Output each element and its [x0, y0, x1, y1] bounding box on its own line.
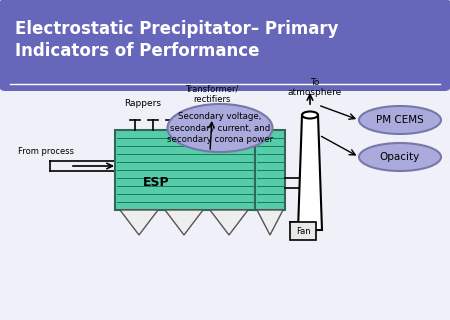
Bar [290, 222, 316, 240]
Bar [255, 130, 285, 210]
Text: Transformer/
rectifiers: Transformer/ rectifiers [185, 84, 238, 104]
Ellipse shape [359, 143, 441, 171]
FancyBboxPatch shape [0, 0, 450, 91]
Ellipse shape [302, 111, 318, 118]
Polygon shape [120, 210, 158, 235]
Text: ESP: ESP [143, 175, 170, 188]
Text: From process: From process [18, 147, 74, 156]
Text: PM CEMS: PM CEMS [376, 115, 424, 125]
Polygon shape [210, 210, 248, 235]
Polygon shape [165, 210, 203, 235]
Text: Secondary voltage,
secondary current, and
secondary corona power: Secondary voltage, secondary current, an… [167, 112, 273, 144]
Text: Opacity: Opacity [380, 152, 420, 162]
Ellipse shape [167, 104, 273, 152]
Text: To
atmosphere: To atmosphere [288, 78, 342, 97]
Ellipse shape [359, 106, 441, 134]
Polygon shape [257, 210, 283, 235]
Bar [197, 118, 227, 130]
Text: Fan: Fan [296, 227, 310, 236]
Text: Rappers: Rappers [125, 99, 162, 108]
Bar [115, 130, 255, 210]
Polygon shape [298, 115, 322, 230]
Text: Electrostatic Precipitator– Primary
Indicators of Performance: Electrostatic Precipitator– Primary Indi… [15, 20, 338, 60]
